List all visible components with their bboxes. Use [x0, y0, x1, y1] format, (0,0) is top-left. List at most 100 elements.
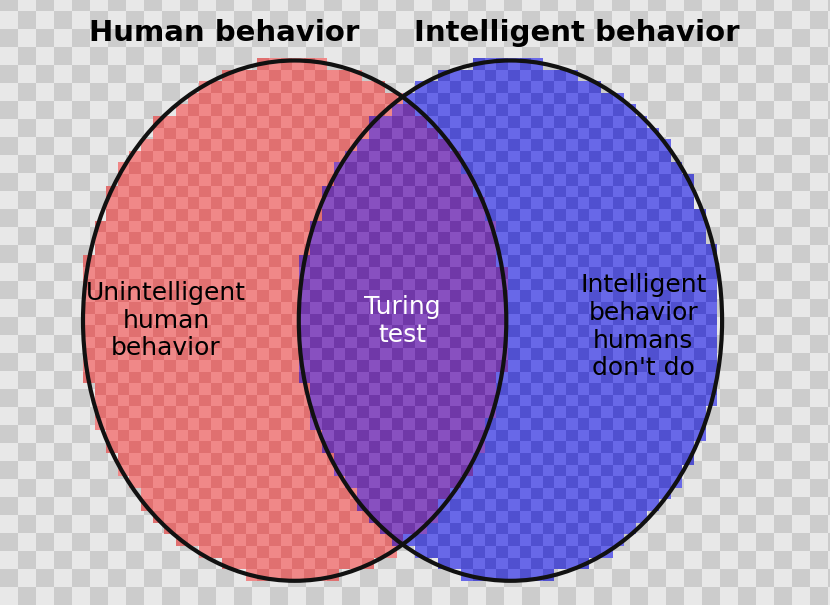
Bar: [473, 360, 485, 371]
Bar: [415, 476, 427, 488]
Bar: [589, 186, 601, 197]
Bar: [540, 209, 558, 227]
Bar: [339, 488, 350, 500]
Bar: [306, 515, 324, 533]
Bar: [397, 209, 408, 221]
Bar: [485, 244, 496, 255]
Bar: [392, 337, 403, 348]
Bar: [756, 497, 774, 515]
Bar: [345, 221, 357, 232]
Bar: [164, 337, 176, 348]
Bar: [198, 353, 216, 371]
Bar: [288, 263, 306, 281]
Bar: [478, 325, 490, 337]
Bar: [450, 442, 461, 453]
Bar: [222, 302, 234, 313]
Bar: [380, 313, 392, 325]
Bar: [543, 81, 554, 93]
Bar: [162, 263, 180, 281]
Bar: [738, 65, 756, 83]
Bar: [666, 389, 684, 407]
Bar: [566, 325, 578, 337]
Bar: [72, 407, 90, 425]
Bar: [504, 353, 522, 371]
Bar: [612, 407, 630, 425]
Bar: [630, 407, 648, 425]
Bar: [397, 163, 408, 174]
Bar: [414, 65, 432, 83]
Bar: [310, 371, 322, 383]
Bar: [774, 515, 792, 533]
Bar: [554, 232, 566, 244]
Bar: [636, 407, 647, 418]
Bar: [345, 197, 357, 209]
Bar: [334, 325, 345, 337]
Bar: [636, 163, 647, 174]
Bar: [566, 453, 578, 465]
Bar: [374, 174, 385, 186]
Bar: [578, 93, 589, 105]
Bar: [270, 533, 288, 551]
Bar: [118, 302, 129, 313]
Bar: [566, 430, 578, 442]
Bar: [540, 137, 558, 155]
Bar: [118, 325, 129, 337]
Bar: [522, 317, 540, 335]
Bar: [342, 227, 360, 245]
Bar: [362, 139, 374, 151]
Bar: [369, 430, 380, 442]
Bar: [324, 353, 342, 371]
Bar: [403, 290, 415, 302]
Bar: [589, 500, 601, 511]
Bar: [543, 302, 554, 313]
Bar: [455, 186, 466, 197]
Bar: [578, 174, 589, 186]
Bar: [234, 511, 246, 523]
Bar: [540, 371, 558, 389]
Bar: [438, 174, 450, 186]
Bar: [211, 383, 222, 395]
Bar: [362, 430, 374, 442]
Bar: [403, 465, 415, 476]
Bar: [129, 407, 141, 418]
Bar: [246, 174, 257, 186]
Bar: [299, 313, 310, 325]
Bar: [522, 515, 540, 533]
Bar: [810, 479, 828, 497]
Bar: [558, 65, 576, 83]
Bar: [504, 11, 522, 29]
Bar: [438, 221, 450, 232]
Bar: [392, 279, 403, 290]
Bar: [543, 325, 554, 337]
Bar: [216, 11, 234, 29]
Bar: [706, 360, 717, 371]
Bar: [54, 461, 72, 479]
Bar: [252, 245, 270, 263]
Bar: [252, 425, 270, 443]
Bar: [427, 360, 438, 371]
Bar: [281, 534, 292, 546]
Bar: [508, 325, 520, 337]
Bar: [222, 337, 234, 348]
Bar: [520, 558, 531, 569]
Bar: [408, 418, 420, 430]
Bar: [531, 395, 543, 407]
Bar: [315, 70, 327, 81]
Bar: [420, 116, 432, 128]
Bar: [257, 325, 269, 337]
Bar: [345, 465, 357, 476]
Bar: [540, 47, 558, 65]
Bar: [682, 221, 694, 232]
Bar: [624, 221, 636, 232]
Bar: [432, 335, 450, 353]
Bar: [397, 139, 408, 151]
Bar: [360, 317, 378, 335]
Bar: [270, 65, 288, 83]
Bar: [427, 186, 438, 197]
Bar: [369, 232, 380, 244]
Bar: [659, 430, 671, 442]
Bar: [647, 476, 659, 488]
Bar: [126, 317, 144, 335]
Bar: [392, 116, 403, 128]
Bar: [162, 281, 180, 299]
